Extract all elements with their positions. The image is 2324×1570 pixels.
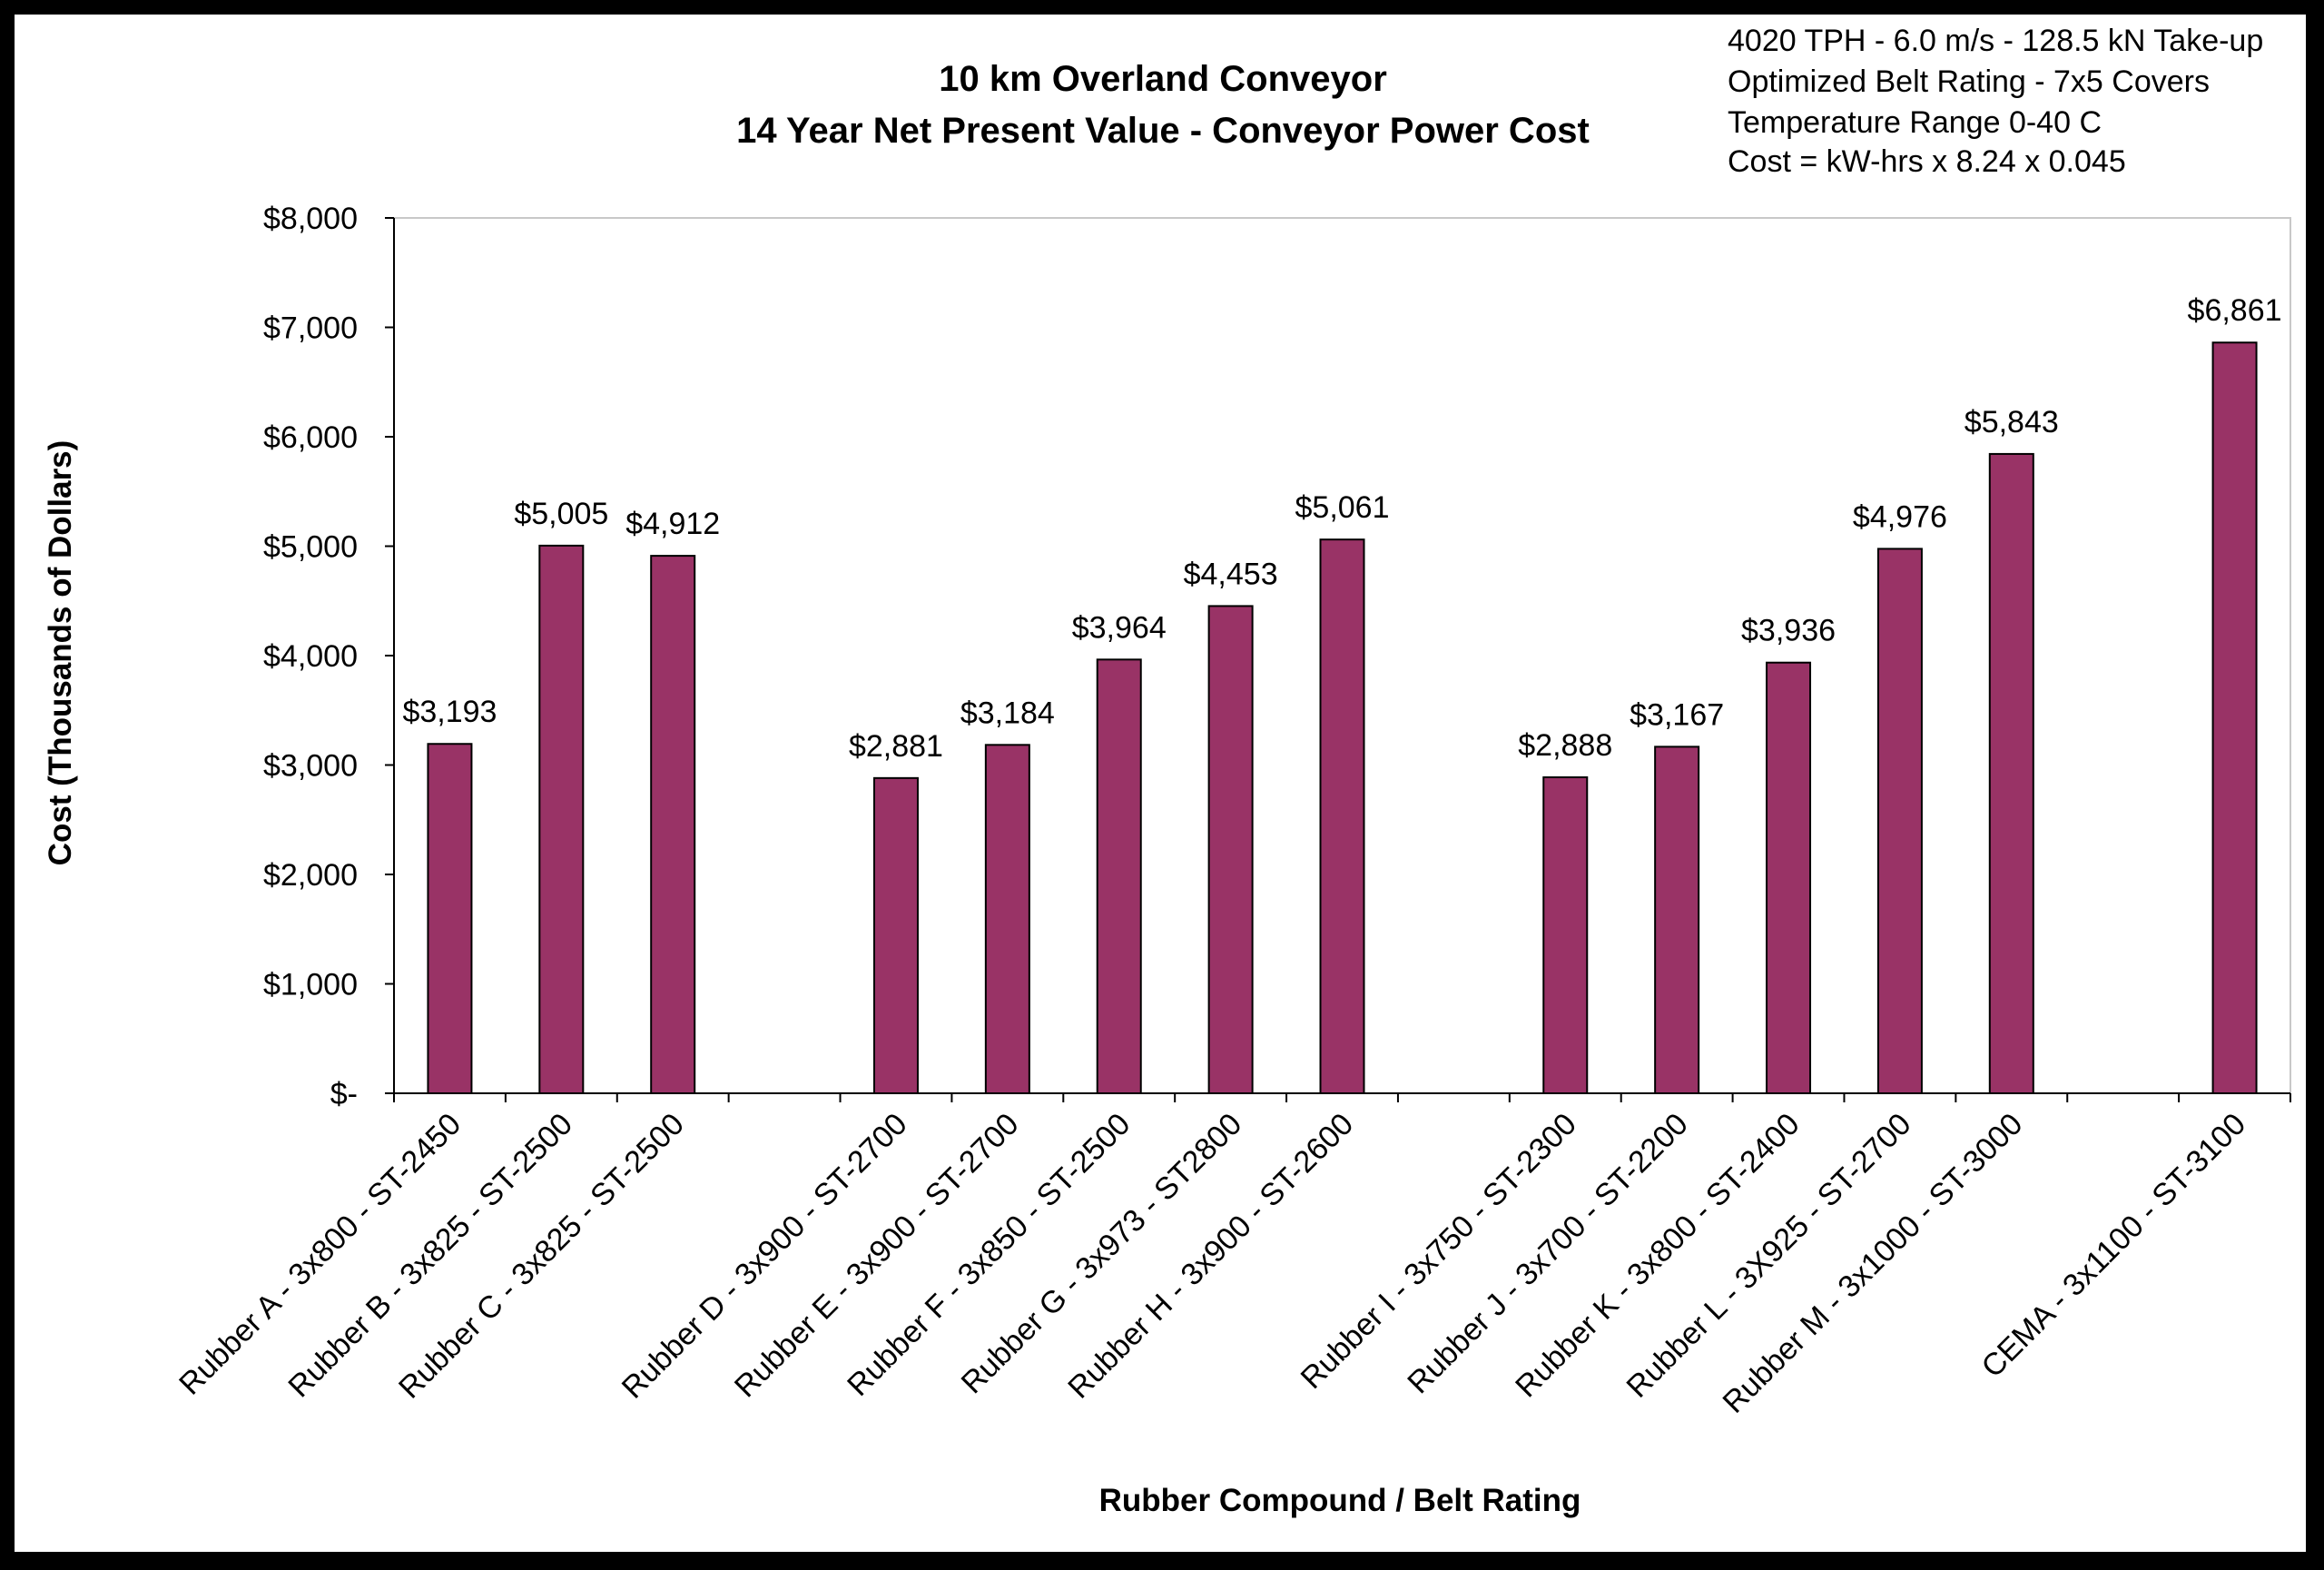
y-tick-label: $- [330,1077,358,1111]
bar [1988,452,2034,1094]
y-axis-title: Cost (Thousands of Dollars) [43,440,78,866]
data-label: $2,888 [1518,728,1612,763]
x-tick-label: CEMA - 3x1100 - ST-3100 [1975,1107,2253,1385]
annotation-line-3: Temperature Range 0-40 C [1728,105,2102,140]
y-tick-label: $2,000 [263,858,358,893]
data-label: $4,453 [1184,557,1278,591]
x-axis-title: Rubber Compound / Belt Rating [1099,1483,1581,1518]
annotation-line-2: Optimized Belt Rating - 7x5 Covers [1728,64,2210,99]
annotation-line-1: 4020 TPH - 6.0 m/s - 128.5 kN Take-up [1728,24,2263,58]
bar [1319,538,1365,1094]
y-tick-label: $3,000 [263,749,358,784]
bar [984,744,1030,1094]
bar [1542,775,1589,1094]
bar [1766,661,1812,1094]
y-tick-label: $5,000 [263,530,358,565]
data-label: $3,193 [402,695,497,729]
y-tick-label: $8,000 [263,202,358,236]
chart-frame: 10 km Overland Conveyor 14 Year Net Pres… [15,15,2306,1552]
bar [538,544,585,1094]
data-label: $4,976 [1853,499,1947,534]
data-label: $5,843 [1965,405,2059,439]
data-label: $5,005 [514,497,608,531]
data-label: $2,881 [849,729,943,764]
y-tick-label: $6,000 [263,420,358,455]
data-label: $3,167 [1630,697,1724,732]
data-labels: $3,193 $5,005 $4,912 $2,881 $3,184 $3,964 $4,4… [402,293,2281,764]
chart-subtitle: 14 Year Net Present Value - Conveyor Pow… [736,111,1590,151]
y-tick-label: $1,000 [263,968,358,1002]
chart-title: 10 km Overland Conveyor [939,59,1387,99]
data-label: $3,964 [1072,610,1167,645]
bar-chart: 10 km Overland Conveyor 14 Year Net Pres… [43,24,2291,1518]
bar-series [427,341,2258,1095]
data-label: $5,061 [1295,490,1390,525]
bar [872,776,919,1094]
annotation-line-4: Cost = kW-hrs x 8.24 x 0.045 [1728,144,2126,179]
y-axis: $- $1,000 $2,000 $3,000 $4,000 $5,000 $6,000 $7… [263,202,395,1111]
bar [1654,746,1700,1095]
y-tick-label: $4,000 [263,639,358,674]
data-label: $4,912 [625,507,720,541]
bar [427,743,473,1095]
y-tick-label: $7,000 [263,311,358,346]
bar [1207,605,1254,1094]
data-label: $3,936 [1741,614,1836,648]
bar [2211,341,2258,1094]
bar [1876,548,1923,1094]
data-label: $6,861 [2188,293,2282,328]
data-label: $3,184 [960,696,1055,730]
bar [650,555,696,1094]
bar [1096,658,1142,1094]
